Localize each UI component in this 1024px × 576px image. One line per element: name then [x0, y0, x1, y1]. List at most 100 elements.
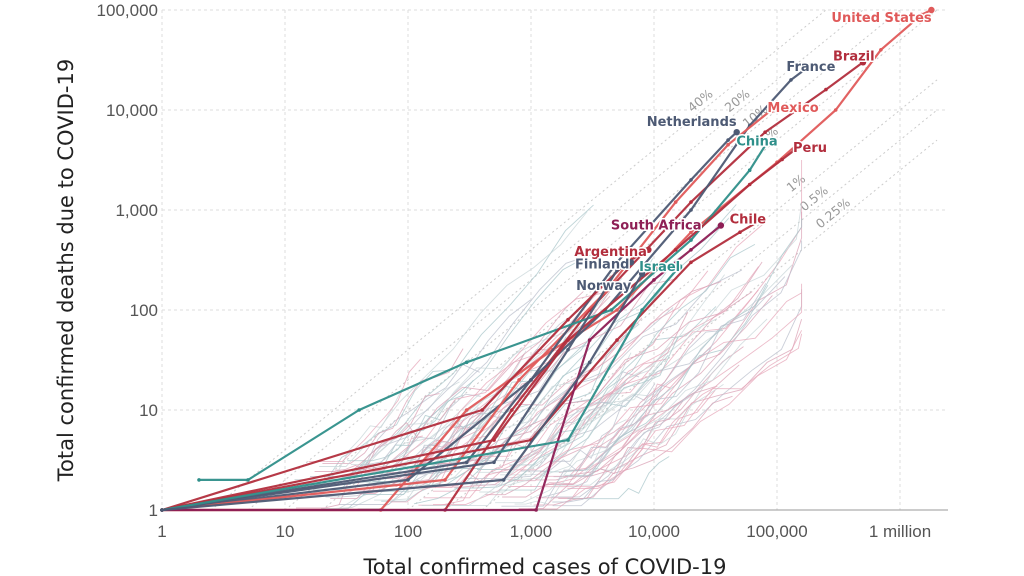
background-country-line	[328, 254, 593, 478]
series-point	[919, 12, 924, 17]
reference-line	[284, 9, 901, 511]
y-tick-label: 1	[149, 501, 158, 520]
background-country-line	[518, 261, 763, 510]
series-point	[464, 460, 469, 465]
background-country-line	[454, 354, 669, 489]
series-point	[640, 308, 644, 312]
background-country-line	[528, 330, 802, 510]
x-tick-label: 100,000	[746, 522, 807, 541]
series-point	[246, 478, 250, 482]
series-point	[689, 260, 693, 265]
series-point	[587, 360, 592, 365]
background-country-line	[385, 310, 579, 467]
reference-line	[210, 9, 827, 511]
series-point	[689, 230, 693, 234]
background-country-line	[563, 384, 724, 472]
series-end-marker	[675, 263, 683, 271]
series-label: South Africa	[611, 219, 702, 234]
series-point	[824, 87, 828, 92]
series-label: Argentina	[574, 245, 647, 260]
background-country-line	[564, 218, 803, 476]
series-point	[789, 78, 793, 82]
background-country-line	[548, 383, 656, 462]
background-country-line	[500, 393, 648, 476]
reference-line	[481, 139, 938, 511]
series-line	[161, 218, 763, 512]
series-point	[615, 268, 619, 273]
series-point	[587, 338, 592, 342]
series-point	[566, 348, 570, 352]
series-line	[161, 66, 810, 512]
series-point	[160, 508, 164, 512]
reference-line	[407, 79, 938, 511]
background-country-line	[485, 222, 765, 476]
series-point	[726, 138, 730, 142]
background-country-line	[567, 456, 670, 500]
tick-labels: 1 10 100 1,000 10,000 100,000 1 million 1 10 100 1…	[97, 1, 932, 541]
reference-line-label: 1%	[783, 171, 808, 195]
background-country-line	[315, 350, 527, 511]
series-end-marker	[758, 216, 765, 223]
reference-line-label: 40%	[685, 86, 716, 115]
series-label: Peru	[793, 141, 827, 156]
background-country-line	[541, 333, 803, 488]
series-label: Netherlands	[647, 115, 737, 130]
series-label: Norway	[576, 279, 632, 294]
series-line	[161, 266, 680, 512]
series-point	[747, 168, 752, 172]
series-end-marker	[763, 140, 770, 147]
series-point	[510, 408, 514, 412]
series-point	[673, 200, 678, 204]
series-label: United States	[831, 11, 932, 26]
x-tick-label: 1	[157, 522, 166, 541]
series-end-marker	[928, 6, 935, 14]
series-point	[689, 238, 693, 242]
series-end-marker	[645, 246, 652, 253]
series-label: Mexico	[767, 101, 818, 116]
background-country-line	[352, 268, 621, 491]
series-point	[501, 478, 506, 482]
reference-line-label: 20%	[722, 86, 753, 115]
series-point	[833, 108, 838, 112]
series-label: Finland	[575, 257, 629, 272]
series-point	[464, 408, 469, 412]
series-point	[726, 142, 730, 147]
reference-line-label: 10%	[740, 101, 771, 130]
series-end-marker	[791, 146, 799, 153]
series-point	[566, 438, 570, 442]
background-country-line	[541, 283, 767, 498]
background-country-line	[294, 346, 523, 480]
background-country-line	[296, 393, 440, 509]
series-point	[673, 248, 678, 252]
series-point	[689, 178, 693, 182]
series-end-marker	[638, 270, 646, 277]
series-point	[615, 338, 619, 342]
background-country-line	[314, 421, 418, 472]
series-point	[652, 278, 656, 282]
series-label: China	[736, 135, 777, 150]
series-point	[529, 378, 533, 382]
y-tick-label: 10,000	[106, 101, 158, 120]
background-country-line	[372, 347, 616, 479]
background-country-line	[514, 419, 627, 505]
series-label: Brazil	[833, 49, 875, 64]
background-country-line	[507, 283, 803, 487]
background-country-line	[495, 318, 768, 504]
x-tick-label: 100	[394, 522, 422, 541]
background-country-line	[432, 358, 667, 492]
series-point	[566, 338, 570, 342]
y-tick-label: 100	[130, 301, 158, 320]
series-end-marker	[717, 222, 725, 229]
series-label: Chile	[730, 213, 767, 228]
series-point	[480, 408, 484, 412]
series-point	[615, 308, 619, 312]
series-point	[357, 408, 361, 412]
series-point	[517, 378, 521, 382]
background-country-line	[508, 295, 773, 482]
series-point	[609, 308, 614, 312]
series-end-marker	[768, 106, 775, 114]
background-country-line	[421, 373, 658, 506]
series-lines	[160, 6, 935, 512]
series-point	[738, 230, 742, 234]
series-point	[534, 508, 538, 512]
